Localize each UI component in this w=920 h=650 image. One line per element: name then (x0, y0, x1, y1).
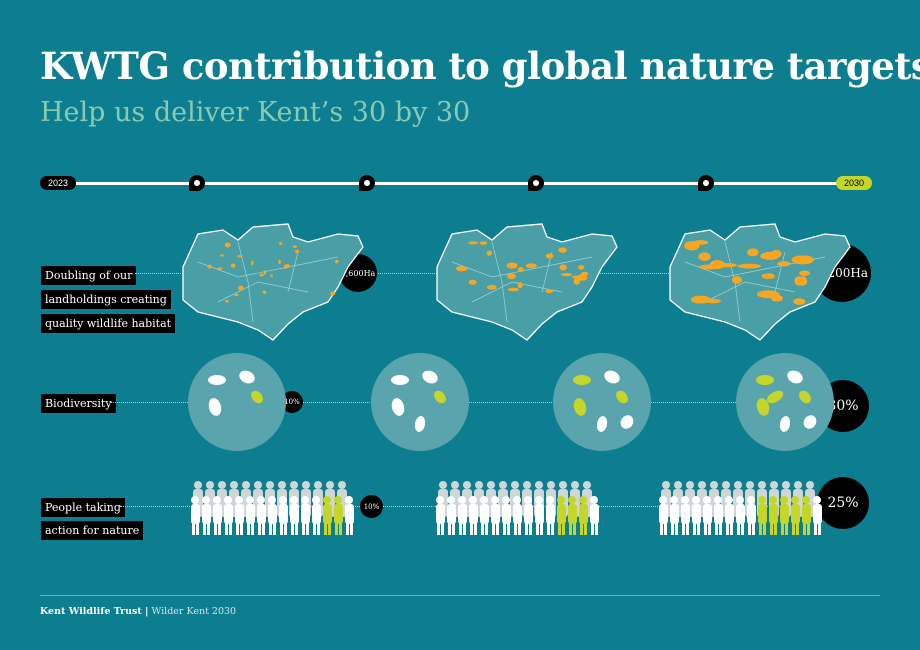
footer-divider (40, 595, 880, 596)
habitat-patch (486, 284, 497, 290)
timeline-pin-icon (189, 175, 205, 191)
habitat-patch (270, 274, 273, 278)
habitat-patch (771, 249, 782, 258)
habitat-patch (507, 273, 516, 280)
habitat-patch (278, 259, 281, 264)
footer-org: Kent Wildlife Trust | (40, 606, 149, 617)
habitat-patch (731, 276, 743, 284)
habitat-patch (262, 290, 267, 294)
habitat-patch (770, 294, 783, 302)
habitat-patch (216, 267, 223, 270)
habitat-patch (545, 289, 554, 294)
habitat-patch (561, 272, 573, 277)
habitat-patch (747, 248, 759, 257)
habitat-patch (777, 261, 791, 267)
habitat-patch (230, 263, 236, 268)
habitat-patch (224, 242, 231, 248)
habitat-patch (737, 263, 762, 269)
row-label-habitat: Doubling of our landholdings creating qu… (41, 264, 176, 333)
habitat-patch (238, 285, 244, 291)
footer-tagline: Wilder Kent 2030 (151, 606, 237, 617)
label-line: landholdings creating (41, 290, 171, 309)
habitat-patch (791, 255, 814, 265)
habitat-patch (479, 241, 488, 245)
habitat-patch (251, 260, 254, 266)
wildlife-circle-icon (371, 353, 469, 451)
habitat-patch (259, 273, 265, 277)
habitat-patch (330, 291, 336, 296)
habitat-patch (263, 270, 267, 275)
kent-map-icon (436, 223, 618, 341)
people-crowd-icon (436, 481, 599, 535)
habitat-patch (761, 273, 775, 280)
habitat-patch (799, 270, 811, 277)
habitat-patch (793, 298, 806, 305)
habitat-patch (698, 264, 723, 270)
timeline-start-label: 2023 (40, 176, 77, 190)
label-line: quality wildlife habitat (41, 314, 176, 333)
habitat-patch (237, 255, 243, 258)
row-label-biodiversity: Biodiversity (41, 394, 116, 413)
habitat-patch (486, 250, 493, 256)
habitat-patch (718, 263, 737, 268)
habitat-patch (581, 271, 589, 276)
habitat-patch (577, 265, 585, 270)
habitat-patch (455, 266, 468, 272)
timeline-pin-icon (698, 175, 714, 191)
habitat-patch (797, 276, 808, 287)
habitat-patch (684, 241, 700, 251)
habitat-patch (698, 252, 711, 261)
people-end-badge: 25% (817, 477, 869, 529)
page-title: KWTG contribution to global nature targe… (40, 44, 920, 88)
wildlife-circle-icon (553, 353, 651, 451)
habitat-patch (517, 266, 524, 273)
timeline-pin-icon (359, 175, 375, 191)
kent-map-icon (669, 223, 851, 341)
habitat-patch (559, 264, 567, 271)
footer: Kent Wildlife Trust | Wilder Kent 2030 (40, 606, 236, 617)
people-start-badge: 10% (360, 495, 383, 518)
timeline-line (70, 182, 850, 185)
habitat-patch (334, 259, 339, 264)
biodiversity-start-badge: 10% (281, 391, 303, 413)
wildlife-circle-icon (188, 353, 286, 451)
timeline-pin-icon (528, 175, 544, 191)
habitat-patch (558, 247, 567, 253)
habitat-patch (573, 278, 581, 285)
habitat-patch (468, 279, 477, 285)
habitat-patch (294, 249, 300, 254)
habitat-patch (468, 241, 479, 245)
habitat-patch (571, 275, 580, 279)
timeline-end-label: 2030 (836, 176, 873, 190)
habitat-patch (284, 264, 290, 269)
habitat-patch (506, 262, 518, 269)
label-line: action for nature (41, 521, 144, 540)
habitat-patch (517, 281, 523, 289)
wildlife-circle-icon (736, 353, 834, 451)
kent-map-icon (182, 223, 364, 341)
people-crowd-icon (659, 481, 822, 535)
label-line: Doubling of our (41, 266, 137, 285)
habitat-patch (220, 254, 224, 257)
label-line: People taking (41, 498, 125, 517)
habitat-patch (545, 253, 554, 259)
habitat-patch (278, 241, 283, 245)
habitat-patch (704, 298, 721, 304)
row-label-people: People taking action for nature (41, 496, 144, 540)
habitat-patch (525, 263, 537, 269)
habitat-patch (224, 299, 229, 303)
habitat-patch (293, 245, 298, 248)
row-connector (110, 402, 840, 403)
people-crowd-icon (191, 481, 354, 535)
habitat-patch (507, 287, 520, 292)
habitat-patch (234, 293, 239, 297)
page-subtitle: Help us deliver Kent’s 30 by 30 (40, 97, 471, 128)
habitat-patch (207, 264, 213, 269)
